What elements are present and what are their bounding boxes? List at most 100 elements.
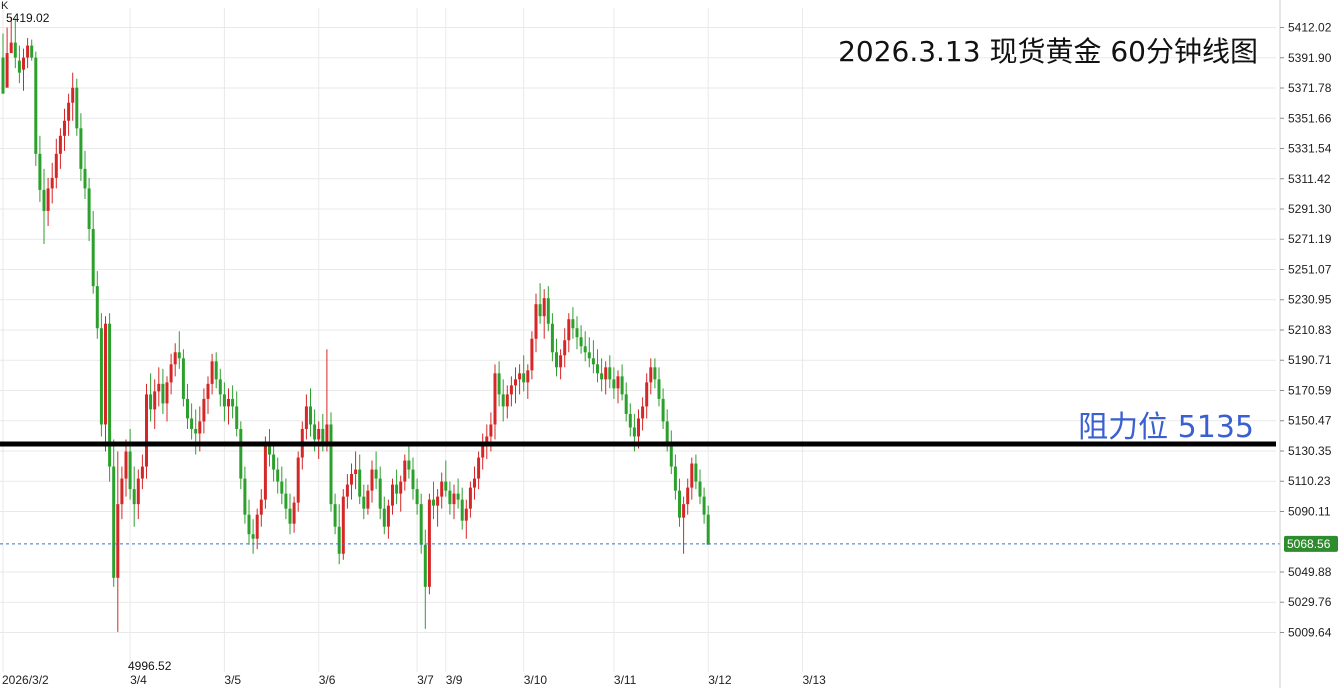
candle [309, 388, 312, 437]
candle-body [493, 373, 497, 425]
candle-body [575, 328, 579, 338]
candle [83, 150, 87, 199]
candle [456, 478, 460, 509]
candle-body [329, 424, 333, 505]
candle-body [583, 346, 587, 353]
candle [26, 38, 30, 69]
candle [427, 493, 431, 595]
x-tick-label: 3/5 [224, 673, 241, 687]
x-tick-label: 3/11 [614, 673, 637, 687]
candle [608, 355, 612, 389]
candle-body [157, 383, 161, 392]
y-tick-label: 5009.64 [1288, 625, 1332, 639]
candle [596, 349, 599, 383]
candle [71, 72, 75, 121]
candle [124, 439, 128, 497]
candle-body [505, 394, 509, 407]
candle [538, 283, 542, 324]
candle [153, 379, 157, 429]
candle [227, 388, 230, 425]
candle [1, 33, 5, 94]
candle-body [628, 413, 632, 428]
candle-body [456, 493, 460, 500]
candle-body [140, 466, 144, 479]
candle [645, 373, 649, 419]
candle-body [34, 57, 38, 154]
candle [386, 499, 390, 539]
candle-body [120, 478, 124, 505]
y-tick-label: 5110.23 [1288, 474, 1331, 488]
candle-body [665, 421, 669, 443]
candle-body [173, 352, 177, 365]
candle [329, 412, 333, 512]
x-tick-label: 3/7 [417, 673, 434, 687]
candle [444, 460, 448, 497]
candle [354, 451, 358, 490]
candle [370, 460, 374, 503]
candle [231, 385, 235, 419]
y-tick-label: 5029.76 [1288, 595, 1332, 609]
candle-body [501, 394, 505, 407]
chart-title: 2026.3.13 现货黄金 60分钟线图 [838, 35, 1258, 68]
candle-body [87, 188, 91, 230]
candle-body [678, 490, 681, 518]
candle [534, 293, 538, 353]
candle-body [251, 534, 255, 539]
candle-body [309, 406, 312, 425]
candle [206, 376, 210, 414]
candle-body [243, 478, 247, 515]
candle [468, 481, 472, 518]
candle-body [686, 487, 690, 505]
candle-body [473, 478, 476, 488]
candle [9, 17, 13, 54]
candle [366, 484, 370, 515]
x-tick-label: 3/9 [446, 673, 463, 687]
candle-body [161, 383, 165, 404]
candle-body [337, 526, 341, 554]
candle-body [71, 87, 75, 103]
candle-body [75, 87, 79, 129]
candle-body [432, 499, 435, 506]
candle-body [600, 373, 604, 380]
resistance-label: 阻力位 5135 [1078, 410, 1254, 445]
candle-body [333, 504, 337, 527]
candle-body [641, 406, 645, 419]
candle-body [63, 120, 66, 136]
candle [432, 481, 435, 520]
candle-body [95, 286, 99, 329]
candle [702, 487, 706, 524]
low-price-label: 4996.52 [128, 659, 172, 673]
candle [661, 388, 665, 429]
candle [583, 331, 587, 362]
candle-body [366, 490, 370, 509]
candle [497, 361, 501, 407]
candle-body [58, 135, 62, 154]
y-tick-label: 5311.42 [1288, 172, 1331, 186]
candle-body [440, 481, 444, 497]
candle-body [354, 469, 358, 475]
candle-body [91, 229, 95, 287]
y-tick-label: 5412.02 [1288, 21, 1332, 35]
candle-body [190, 418, 194, 429]
candle-body [591, 358, 595, 365]
candle [436, 489, 440, 527]
candle [161, 368, 165, 414]
candle-body [632, 427, 636, 437]
candle [514, 367, 517, 404]
candle-body [477, 457, 481, 479]
candle [616, 370, 620, 404]
candle [395, 469, 399, 505]
candle-body [407, 460, 411, 470]
candle-body [542, 298, 546, 317]
candle-body [464, 508, 468, 521]
y-tick-label: 5150.47 [1288, 414, 1332, 428]
candle [30, 39, 34, 61]
candle [563, 328, 567, 368]
candle [567, 313, 571, 353]
candle-body [399, 481, 403, 494]
y-tick-label: 5331.54 [1288, 142, 1332, 156]
candle [448, 481, 452, 515]
candle [165, 376, 169, 422]
candle-body [550, 323, 554, 353]
